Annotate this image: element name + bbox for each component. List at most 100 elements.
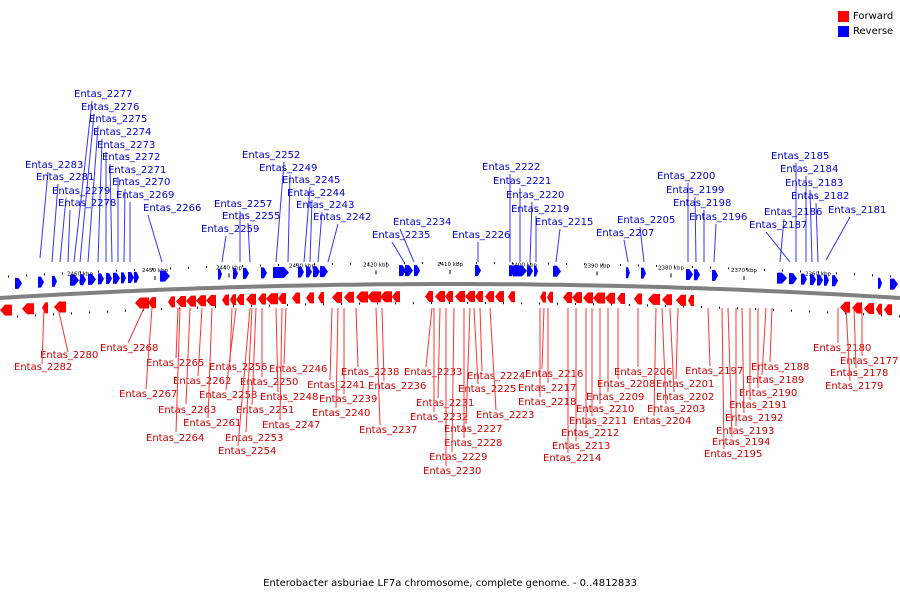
minor-tick bbox=[494, 262, 495, 265]
reverse-gene-arrow bbox=[890, 278, 898, 290]
forward-gene-arrow bbox=[392, 291, 400, 303]
forward-gene-arrow bbox=[356, 291, 368, 303]
reverse-swatch bbox=[838, 26, 849, 37]
gene-label: Entas_2254 bbox=[218, 446, 276, 457]
gene-label: Entas_2221 bbox=[493, 176, 551, 187]
reverse-gene-arrow bbox=[641, 267, 646, 279]
minor-tick bbox=[368, 262, 369, 265]
gene-callout-line bbox=[809, 189, 813, 263]
gene-label: Entas_2248 bbox=[260, 392, 318, 403]
minor-tick bbox=[116, 269, 117, 272]
forward-gene-arrow bbox=[864, 303, 874, 315]
forward-gene-arrow bbox=[380, 291, 392, 303]
gene-label: Entas_2193 bbox=[716, 426, 774, 437]
gene-label: Entas_2280 bbox=[40, 350, 98, 361]
gene-label: Entas_2191 bbox=[729, 400, 787, 411]
gene-label: Entas_2240 bbox=[312, 408, 370, 419]
gene-label: Entas_2180 bbox=[813, 343, 871, 354]
gene-callout-line bbox=[761, 307, 767, 376]
gene-callout-line bbox=[479, 307, 483, 372]
minor-tick bbox=[638, 264, 639, 267]
reverse-gene-arrow bbox=[38, 276, 44, 288]
forward-gene-arrow bbox=[135, 297, 149, 309]
gene-callout-line bbox=[87, 125, 99, 263]
gene-callout-line bbox=[329, 307, 333, 381]
gene-callout-line bbox=[109, 163, 113, 263]
gene-callout-line bbox=[303, 186, 311, 263]
gene-label: Entas_2246 bbox=[269, 364, 327, 375]
legend-forward: Forward bbox=[838, 9, 893, 24]
minor-tick bbox=[107, 310, 108, 313]
gene-label: Entas_2211 bbox=[569, 416, 627, 427]
minor-tick bbox=[17, 315, 18, 318]
minor-tick bbox=[773, 308, 774, 311]
reverse-gene-arrow bbox=[80, 274, 86, 286]
gene-callout-line bbox=[309, 199, 313, 263]
gene-callout-line bbox=[451, 307, 455, 453]
gene-callout-line bbox=[721, 307, 725, 450]
gene-callout-line bbox=[127, 307, 145, 344]
gene-label: Entas_2263 bbox=[158, 405, 216, 416]
reverse-gene-arrow bbox=[70, 274, 79, 286]
genome-caption: Enterobacter asburiae LF7a chromosome, c… bbox=[263, 578, 637, 589]
gene-callout-line bbox=[465, 307, 471, 425]
minor-tick bbox=[575, 302, 576, 305]
gene-label: Entas_2277 bbox=[74, 89, 132, 100]
minor-tick bbox=[242, 264, 243, 267]
gene-label: Entas_2177 bbox=[840, 356, 898, 367]
gene-callout-line bbox=[327, 223, 339, 263]
chromosome-backbone bbox=[0, 282, 900, 300]
gene-label: Entas_2269 bbox=[116, 190, 174, 201]
forward-gene-arrow bbox=[22, 303, 34, 315]
forward-gene-arrow bbox=[246, 293, 256, 305]
reverse-gene-arrow bbox=[113, 272, 120, 284]
gene-callout-line bbox=[245, 307, 253, 433]
gene-callout-line bbox=[237, 307, 251, 447]
gene-label: Entas_2227 bbox=[444, 424, 502, 435]
gene-callout-line bbox=[67, 209, 71, 263]
gene-callout-line bbox=[707, 307, 711, 367]
minor-tick bbox=[98, 270, 99, 273]
forward-gene-arrow bbox=[196, 295, 206, 307]
gene-callout-line bbox=[845, 307, 851, 382]
gene-label: Entas_2186 bbox=[764, 207, 822, 218]
gene-label: Entas_2242 bbox=[313, 212, 371, 223]
gene-label: Entas_2267 bbox=[119, 389, 177, 400]
minor-tick bbox=[314, 263, 315, 266]
minor-tick bbox=[341, 302, 342, 305]
gene-callout-line bbox=[51, 183, 59, 263]
gene-callout-line bbox=[639, 226, 645, 263]
minor-tick bbox=[503, 302, 504, 305]
reverse-gene-arrow bbox=[261, 267, 267, 279]
gene-label: Entas_2232 bbox=[410, 412, 468, 423]
minor-tick bbox=[845, 312, 846, 315]
gene-label: Entas_2216 bbox=[525, 369, 583, 380]
reverse-gene-arrow bbox=[218, 268, 222, 280]
minor-tick bbox=[539, 302, 540, 305]
gene-label: Entas_2261 bbox=[183, 418, 241, 429]
gene-callout-line bbox=[73, 100, 93, 263]
gene-label: Entas_2243 bbox=[296, 200, 354, 211]
minor-tick bbox=[872, 274, 873, 277]
gene-callout-line bbox=[97, 138, 103, 263]
gene-label: Entas_2257 bbox=[214, 199, 272, 210]
gene-callout-line bbox=[221, 235, 227, 263]
gene-callout-line bbox=[425, 307, 433, 368]
legend-reverse: Reverse bbox=[838, 24, 893, 39]
gene-label: Entas_2236 bbox=[368, 381, 426, 392]
gene-label: Entas_2255 bbox=[222, 211, 280, 222]
minor-tick bbox=[269, 304, 270, 307]
gene-label: Entas_2203 bbox=[647, 404, 705, 415]
minor-tick bbox=[251, 304, 252, 307]
gene-callout-line bbox=[41, 307, 45, 365]
gene-callout-line bbox=[279, 307, 283, 421]
gene-label: Entas_2192 bbox=[725, 413, 783, 424]
minor-tick bbox=[863, 313, 864, 316]
minor-tick bbox=[395, 302, 396, 305]
gene-label: Entas_2250 bbox=[240, 377, 298, 388]
gene-label: Entas_2197 bbox=[685, 366, 743, 377]
forward-gene-arrow bbox=[593, 292, 605, 304]
reverse-gene-arrow bbox=[513, 265, 527, 277]
forward-gene-arrow bbox=[676, 294, 686, 306]
gene-label: Entas_2237 bbox=[359, 425, 417, 436]
